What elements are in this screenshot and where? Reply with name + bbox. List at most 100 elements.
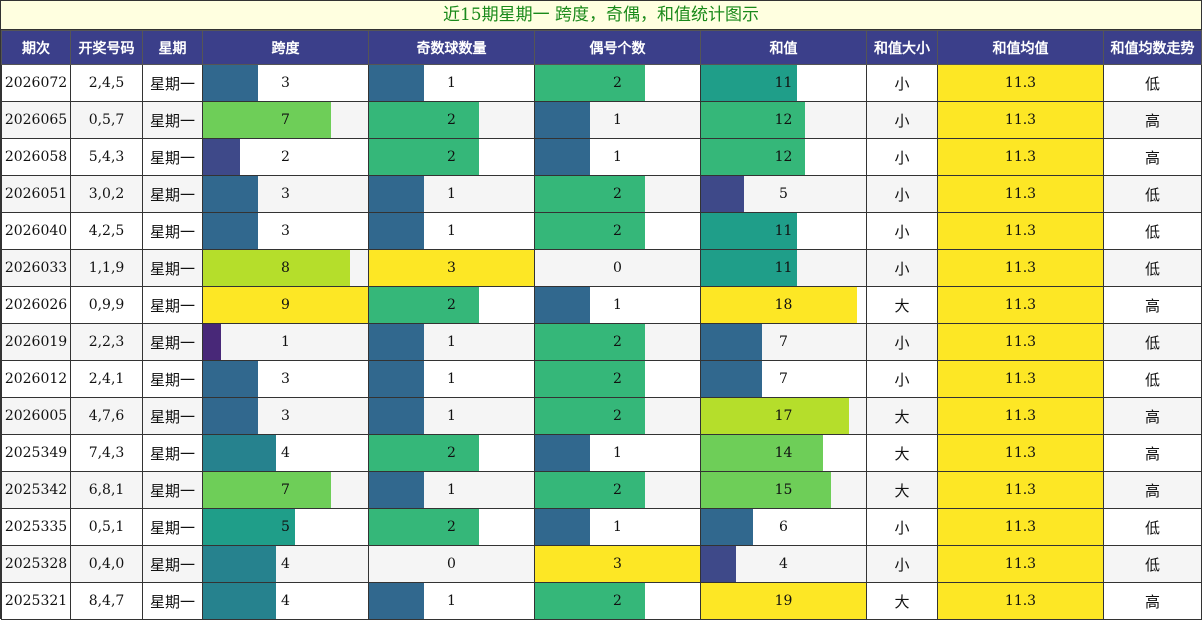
odd-count-bar (369, 139, 479, 175)
even-count-value: 2 (613, 223, 622, 239)
span-bar (203, 102, 332, 138)
span-bar (203, 287, 368, 323)
header-row: 期次 开奖号码 星期 跨度 奇数球数量 偶号个数 和值 和值大小 和值均值 和值… (1, 30, 1202, 65)
span-cell: 3 (202, 397, 369, 435)
sum-cell: 17 (700, 397, 867, 435)
odd-count-value: 1 (447, 593, 456, 609)
odd-count-bar (369, 176, 424, 212)
span-value: 3 (281, 75, 290, 91)
odd-count-bar (369, 472, 424, 508)
sum-cell: 11 (700, 249, 867, 287)
span-cell: 1 (202, 323, 369, 361)
span-cell: 7 (202, 471, 369, 509)
odd-count-value: 1 (447, 223, 456, 239)
sum-cell: 19 (700, 582, 867, 620)
span-value: 4 (281, 593, 290, 609)
sum-trend-cell: 低 (1103, 508, 1202, 546)
sum-size-cell: 小 (866, 249, 938, 287)
span-bar (203, 176, 258, 212)
even-count-bar (535, 583, 645, 619)
even-count-cell: 2 (534, 582, 701, 620)
span-value: 4 (281, 556, 290, 572)
issue-cell: 2026051 (1, 175, 71, 213)
even-count-bar (535, 361, 645, 397)
sum-bar (701, 176, 745, 212)
sum-cell: 4 (700, 545, 867, 583)
span-cell: 7 (202, 101, 369, 139)
numbers-cell: 0,5,1 (70, 508, 143, 546)
sum-trend-cell: 高 (1103, 471, 1202, 509)
sum-size-cell: 大 (866, 286, 938, 324)
sum-trend-cell: 低 (1103, 64, 1202, 102)
even-count-value: 0 (613, 260, 622, 276)
weekday-cell: 星期一 (142, 64, 203, 102)
chart-title: 近15期星期一 跨度，奇偶，和值统计图示 (1, 1, 1201, 30)
sum-size-cell: 小 (866, 212, 938, 250)
odd-count-bar (369, 102, 479, 138)
numbers-cell: 4,7,6 (70, 397, 143, 435)
stats-table: 期次 开奖号码 星期 跨度 奇数球数量 偶号个数 和值 和值大小 和值均值 和值… (1, 30, 1202, 620)
sum-cell: 15 (700, 471, 867, 509)
sum-cell: 6 (700, 508, 867, 546)
sum-cell: 14 (700, 434, 867, 472)
sum-average-cell: 11.3 (937, 249, 1104, 287)
sum-bar (701, 324, 762, 360)
odd-count-cell: 1 (368, 64, 535, 102)
sum-trend-cell: 高 (1103, 434, 1202, 472)
odd-count-value: 1 (447, 408, 456, 424)
sum-cell: 11 (700, 212, 867, 250)
weekday-cell: 星期一 (142, 323, 203, 361)
span-value: 4 (281, 445, 290, 461)
span-value: 5 (281, 519, 290, 535)
sum-bar (701, 213, 797, 249)
col-header-avg: 和值均值 (937, 30, 1104, 65)
table-row: 2026072 2,4,5 星期一 3 1 2 11 小 11.3 低 (1, 64, 1202, 102)
table-body: 2026072 2,4,5 星期一 3 1 2 11 小 11.3 低 2026065 0,5,7 星期… (1, 64, 1202, 620)
table-row: 2025349 7,4,3 星期一 4 2 1 14 大 11.3 高 (1, 434, 1202, 472)
span-cell: 4 (202, 582, 369, 620)
sum-average-cell: 11.3 (937, 175, 1104, 213)
sum-cell: 7 (700, 360, 867, 398)
span-bar (203, 583, 277, 619)
span-cell: 3 (202, 360, 369, 398)
weekday-cell: 星期一 (142, 101, 203, 139)
sum-average-cell: 11.3 (937, 101, 1104, 139)
span-bar (203, 509, 295, 545)
sum-size-cell: 小 (866, 138, 938, 176)
numbers-cell: 3,0,2 (70, 175, 143, 213)
sum-size-cell: 小 (866, 545, 938, 583)
weekday-cell: 星期一 (142, 249, 203, 287)
even-count-value: 2 (613, 371, 622, 387)
sum-trend-cell: 高 (1103, 397, 1202, 435)
numbers-cell: 7,4,3 (70, 434, 143, 472)
span-bar (203, 324, 222, 360)
even-count-cell: 2 (534, 212, 701, 250)
issue-cell: 2026033 (1, 249, 71, 287)
even-count-bar (535, 509, 590, 545)
span-value: 9 (281, 297, 290, 313)
odd-count-cell: 1 (368, 323, 535, 361)
issue-cell: 2026058 (1, 138, 71, 176)
sum-cell: 5 (700, 175, 867, 213)
col-header-weekday: 星期 (142, 30, 203, 65)
issue-cell: 2026019 (1, 323, 71, 361)
sum-cell: 18 (700, 286, 867, 324)
odd-count-cell: 3 (368, 249, 535, 287)
even-count-cell: 2 (534, 323, 701, 361)
even-count-cell: 2 (534, 360, 701, 398)
even-count-value: 2 (613, 75, 622, 91)
numbers-cell: 5,4,3 (70, 138, 143, 176)
sum-bar (701, 361, 762, 397)
span-cell: 3 (202, 64, 369, 102)
odd-count-cell: 2 (368, 434, 535, 472)
weekday-cell: 星期一 (142, 212, 203, 250)
even-count-cell: 1 (534, 434, 701, 472)
sum-size-cell: 小 (866, 323, 938, 361)
weekday-cell: 星期一 (142, 397, 203, 435)
weekday-cell: 星期一 (142, 360, 203, 398)
span-bar (203, 546, 277, 582)
sum-size-cell: 大 (866, 434, 938, 472)
sum-trend-cell: 低 (1103, 545, 1202, 583)
odd-count-value: 1 (447, 371, 456, 387)
span-value: 3 (281, 371, 290, 387)
